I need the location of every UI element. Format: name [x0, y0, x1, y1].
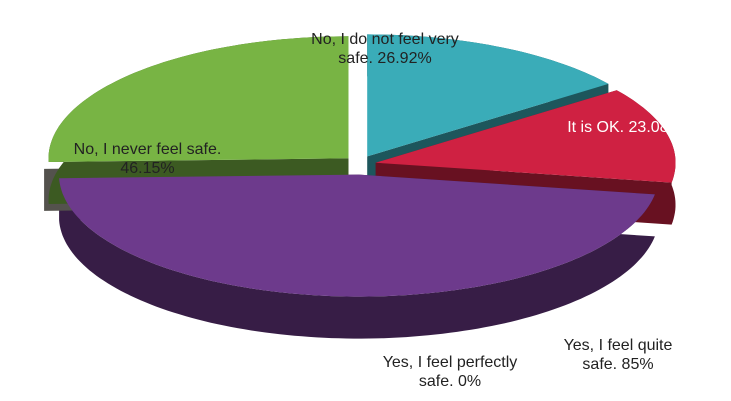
slice	[59, 174, 655, 297]
slice-label: Yes, I feel quite safe. 85%	[563, 337, 673, 373]
slice-label: Yes, I feel perfectly safe. 0%	[382, 354, 518, 390]
slice	[367, 34, 609, 157]
slice	[375, 90, 676, 183]
slice	[48, 36, 349, 162]
slice-label: It is OK. 23.08%	[567, 119, 683, 136]
slice-label: No, I do not feel very safe. 26.92%	[311, 31, 459, 67]
slice-label: No, I never feel safe. 46.15%	[73, 141, 222, 177]
